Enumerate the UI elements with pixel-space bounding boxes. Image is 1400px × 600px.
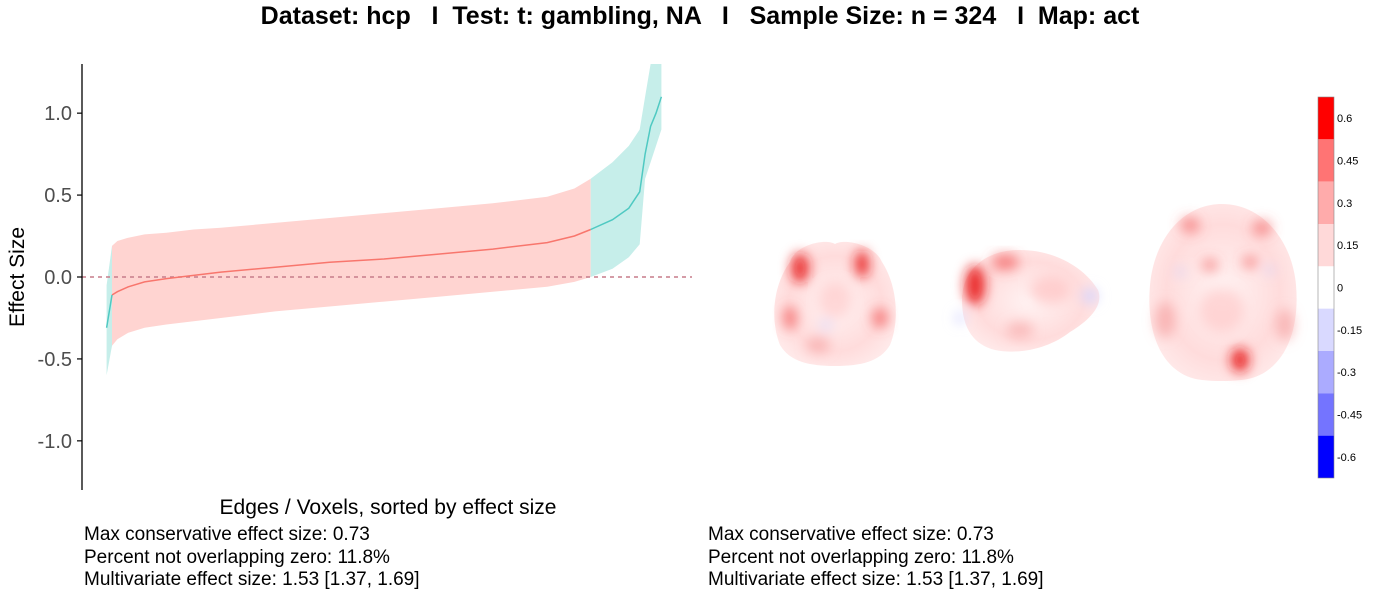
x-axis-label: Edges / Voxels, sorted by effect size <box>220 496 557 519</box>
colorbar-tick-label: -0.45 <box>1337 410 1362 422</box>
series-0-segment-0-band <box>112 178 591 346</box>
chart-title: Dataset: hcp I Test: t: gambling, NA I S… <box>260 2 1140 30</box>
brain-coronal-slice <box>774 241 896 366</box>
colorbar-segment <box>1318 97 1334 140</box>
colorbar-segment <box>1318 266 1334 309</box>
stats-left-panel: Max conservative effect size: 0.73 Perce… <box>84 524 420 592</box>
stat-multivariate-right: Multivariate effect size: 1.53 [1.37, 1.… <box>708 569 1044 590</box>
stat-percent-nonoverlap-right: Percent not overlapping zero: 11.8% <box>708 546 1014 568</box>
effect-size-plot: -1.0 -0.5 0.0 0.5 1.0 Effect Size Edges / Vo… <box>6 64 692 519</box>
stat-max-conservative-right: Max conservative effect size: 0.73 <box>708 524 994 545</box>
colorbar-segment <box>1318 224 1334 267</box>
colorbar-segment <box>1318 351 1334 394</box>
series-1-segment-1-line <box>590 96 663 231</box>
brain-sagittal-slice <box>955 250 1100 352</box>
colorbar-segment <box>1318 435 1334 478</box>
y-tick-label: 1.0 <box>44 103 72 125</box>
effect-lines <box>105 96 663 328</box>
colorbar-tick-label: 0.45 <box>1337 156 1358 168</box>
stats-right-panel: Max conservative effect size: 0.73 Perce… <box>708 524 1044 592</box>
y-axis-ticks: -1.0 -0.5 0.0 0.5 1.0 <box>38 103 82 453</box>
colorbar-tick-label: -0.15 <box>1337 325 1362 337</box>
y-tick-label: -0.5 <box>38 349 72 371</box>
stat-max-conservative-left: Max conservative effect size: 0.73 <box>84 524 370 545</box>
series-1-segment-1-band <box>590 64 662 277</box>
colorbar-segment <box>1318 393 1334 436</box>
series-0-segment-0-line <box>111 228 591 296</box>
colorbar-tick-label: 0.6 <box>1337 113 1352 125</box>
stat-percent-nonoverlap-left: Percent not overlapping zero: 11.8% <box>84 546 390 568</box>
colorbar-segment <box>1318 139 1334 182</box>
y-tick-label: -1.0 <box>38 431 72 453</box>
colorbar-segment <box>1318 308 1334 351</box>
colorbar-tick-label: -0.6 <box>1337 452 1356 464</box>
y-tick-label: 0.5 <box>44 185 72 207</box>
colorbar-segment <box>1318 181 1334 224</box>
colorbar-tick-label: 0.15 <box>1337 240 1358 252</box>
series-1-segment-0-line <box>105 294 113 328</box>
brain-axial-slice <box>1149 204 1297 381</box>
y-tick-label: 0.0 <box>44 267 72 289</box>
colorbar-tick-label: 0.3 <box>1337 198 1352 210</box>
confidence-bands <box>106 64 662 376</box>
colorbar-frame <box>1317 96 1335 479</box>
y-axis-label: Effect Size <box>6 227 29 327</box>
colorbar-legend: 0.6 0.45 0.3 0.15 0 -0.15 -0.3 -0.45 -0.6 <box>1317 96 1362 479</box>
colorbar-tick-label: -0.3 <box>1337 367 1356 379</box>
stat-multivariate-left: Multivariate effect size: 1.53 [1.37, 1.… <box>84 569 420 590</box>
colorbar-tick-label: 0 <box>1337 283 1343 295</box>
